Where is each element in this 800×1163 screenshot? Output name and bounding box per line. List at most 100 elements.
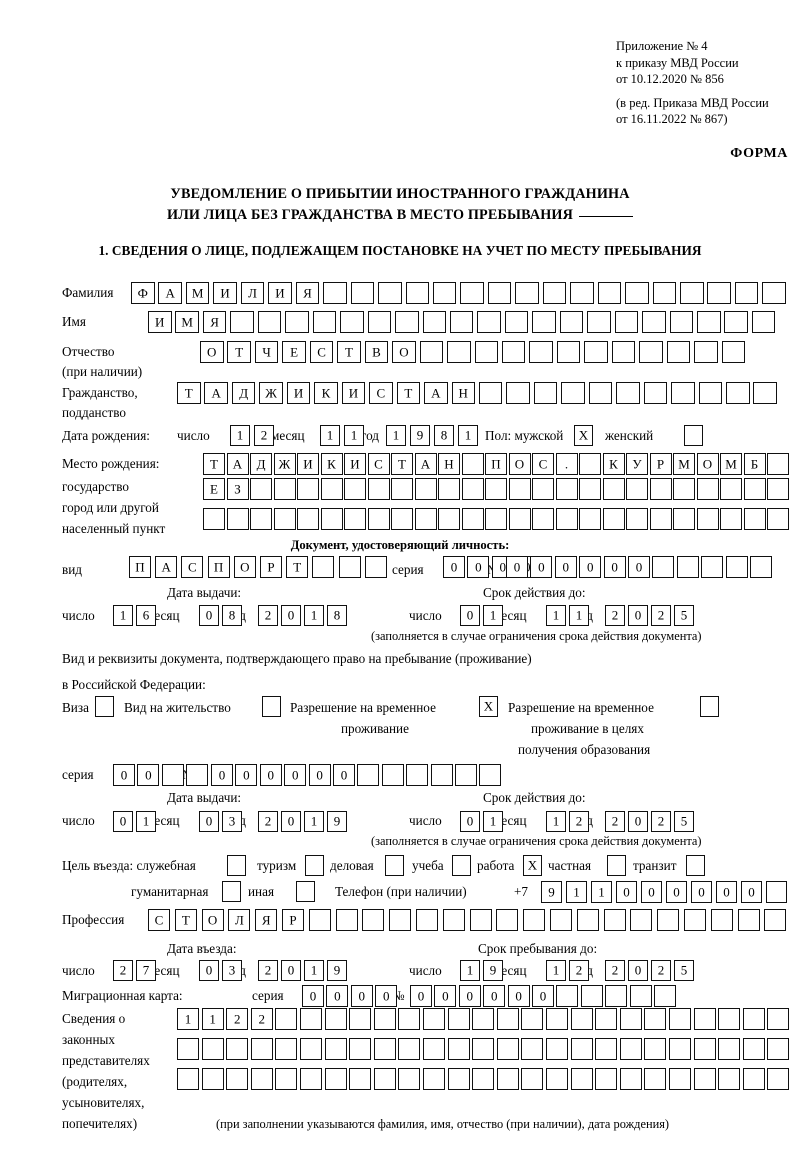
citizenship-field-cell-13[interactable] — [533, 382, 558, 404]
citizenship-field-cell-2[interactable]: Д — [231, 382, 256, 404]
birthplace-row-2-cell-20[interactable] — [673, 478, 695, 500]
permit-valid-day-field-cell-0[interactable]: 0 — [460, 811, 480, 832]
birthplace-row-3-cell-7[interactable] — [367, 508, 390, 530]
permit-issue-year-field-cell-2[interactable]: 1 — [304, 811, 324, 832]
firstname-field-cell-10[interactable] — [422, 311, 446, 333]
profession-field-cell-23[interactable] — [764, 909, 787, 931]
legal-rep-row-2-cell-15[interactable] — [546, 1038, 568, 1060]
permit-series-field-cell-0[interactable]: 0 — [113, 764, 135, 786]
doc-kind-field-cell-1[interactable]: А — [155, 556, 178, 578]
purpose-business-checkbox[interactable] — [385, 855, 404, 876]
birthplace-row-2-cell-18[interactable] — [626, 478, 648, 500]
firstname-field-cell-20[interactable] — [697, 311, 721, 333]
patronymic-field-cell-7[interactable]: О — [392, 341, 416, 363]
surname-field-cell-7[interactable] — [323, 282, 347, 304]
legal-rep-row-1-cell-0[interactable]: 1 — [177, 1008, 199, 1030]
birthplace-row-1-cell-1[interactable]: А — [226, 453, 249, 475]
birthplace-row-1-cell-7[interactable]: С — [367, 453, 390, 475]
birthplace-row-3-cell-1[interactable] — [226, 508, 249, 530]
citizenship-field-cell-4[interactable]: И — [286, 382, 311, 404]
profession-field-cell-9[interactable] — [389, 909, 412, 931]
doc-number-field-cell-4[interactable]: 0 — [603, 556, 626, 578]
entry-day-field-cell-1[interactable]: 7 — [136, 960, 156, 981]
legal-rep-row-1-cell-19[interactable] — [644, 1008, 667, 1030]
citizenship-field-cell-18[interactable] — [671, 382, 695, 404]
profession-field-cell-1[interactable]: Т — [174, 909, 197, 931]
legal-rep-row-1-cell-2[interactable]: 2 — [226, 1008, 249, 1030]
permit-number-field-cell-8[interactable] — [406, 764, 429, 786]
citizenship-field-cell-12[interactable] — [506, 382, 530, 404]
surname-field-cell-13[interactable] — [487, 282, 512, 304]
phone-field-cell-0[interactable]: 9 — [541, 881, 562, 903]
legal-rep-row-1-cell-12[interactable] — [472, 1008, 495, 1030]
legal-rep-row-3-cell-11[interactable] — [447, 1068, 470, 1090]
purpose-humanitarian-checkbox[interactable] — [222, 881, 241, 902]
birthplace-row-2-cell-0[interactable]: Е — [203, 478, 225, 500]
citizenship-field-cell-9[interactable]: А — [424, 382, 448, 404]
profession-field-cell-20[interactable] — [684, 909, 706, 931]
legal-rep-row-1-cell-18[interactable] — [619, 1008, 642, 1030]
legal-rep-row-3-cell-5[interactable] — [300, 1068, 322, 1090]
migration-number-field-cell-7[interactable] — [580, 985, 603, 1007]
birthplace-row-2-cell-5[interactable] — [320, 478, 343, 500]
permit-series-field-cell-2[interactable] — [161, 764, 184, 786]
profession-field-cell-14[interactable] — [523, 909, 546, 931]
birthplace-row-2-cell-6[interactable] — [344, 478, 366, 500]
legal-rep-row-1-cell-11[interactable] — [447, 1008, 470, 1030]
migration-number-field-cell-10[interactable] — [654, 985, 676, 1007]
doc-number-field-cell-5[interactable]: 0 — [628, 556, 650, 578]
birthplace-row-2-cell-21[interactable] — [696, 478, 719, 500]
profession-field-cell-12[interactable] — [469, 909, 492, 931]
birthplace-row-3-cell-11[interactable] — [461, 508, 484, 530]
phone-field-cell-4[interactable]: 0 — [641, 881, 662, 903]
doc-valid-month-field-cell-0[interactable]: 1 — [546, 605, 566, 626]
profession-field-cell-2[interactable]: О — [201, 909, 224, 931]
legal-rep-row-3-cell-17[interactable] — [595, 1068, 618, 1090]
birthplace-row-3-cell-16[interactable] — [579, 508, 601, 530]
citizenship-field-cell-16[interactable] — [616, 382, 640, 404]
permit-issue-year-field-cell-1[interactable]: 0 — [281, 811, 301, 832]
permit-valid-year-field-cell-3[interactable]: 5 — [674, 811, 694, 832]
birthdate-month-field-cell-0[interactable]: 1 — [320, 425, 340, 446]
citizenship-field-cell-1[interactable]: А — [204, 382, 228, 404]
firstname-field-cell-8[interactable] — [367, 311, 392, 333]
surname-field-cell-6[interactable]: Я — [295, 282, 320, 304]
legal-rep-row-3-cell-19[interactable] — [644, 1068, 667, 1090]
doc-valid-day-field-cell-0[interactable]: 0 — [460, 605, 480, 626]
legal-rep-row-2-cell-22[interactable] — [718, 1038, 741, 1060]
doc-number-field-cell-2[interactable]: 0 — [554, 556, 577, 578]
legal-rep-row-1-cell-15[interactable] — [546, 1008, 568, 1030]
migration-series-field-cell-2[interactable]: 0 — [350, 985, 373, 1007]
doc-valid-year-field-cell-0[interactable]: 2 — [605, 605, 625, 626]
visa-checkbox[interactable] — [95, 696, 114, 717]
legal-rep-row-1-cell-14[interactable] — [521, 1008, 544, 1030]
permit-valid-year-field-cell-2[interactable]: 2 — [651, 811, 671, 832]
citizenship-field-cell-5[interactable]: К — [314, 382, 338, 404]
birthplace-row-1-cell-21[interactable]: О — [696, 453, 719, 475]
phone-field-cell-6[interactable]: 0 — [691, 881, 712, 903]
legal-rep-row-1-cell-4[interactable] — [275, 1008, 298, 1030]
birthplace-row-1-cell-19[interactable]: Р — [649, 453, 672, 475]
migration-number-field-cell-8[interactable] — [605, 985, 628, 1007]
surname-field-cell-2[interactable]: М — [185, 282, 210, 304]
temp-residence-education-checkbox[interactable] — [700, 696, 719, 717]
patronymic-field-cell-1[interactable]: Т — [227, 341, 251, 363]
doc-number-field-cell-1[interactable]: 0 — [530, 556, 553, 578]
citizenship-field-cell-3[interactable]: Ж — [259, 382, 283, 404]
doc-kind-field-cell-9[interactable] — [364, 556, 387, 578]
patronymic-field-cell-9[interactable] — [447, 341, 471, 363]
doc-issue-year-field-cell-3[interactable]: 8 — [327, 605, 347, 626]
firstname-field-cell-5[interactable] — [285, 311, 309, 333]
permit-number-field-cell-10[interactable] — [455, 764, 477, 786]
legal-rep-row-1-cell-10[interactable] — [423, 1008, 445, 1030]
birthplace-row-1-cell-5[interactable]: К — [320, 453, 343, 475]
birthplace-row-1-cell-8[interactable]: Т — [391, 453, 413, 475]
permit-valid-year-field-cell-1[interactable]: 0 — [628, 811, 648, 832]
phone-field-cell-8[interactable]: 0 — [741, 881, 762, 903]
entry-month-field-cell-1[interactable]: 3 — [222, 960, 242, 981]
legal-rep-row-3-cell-12[interactable] — [472, 1068, 495, 1090]
doc-kind-field-cell-5[interactable]: Р — [260, 556, 282, 578]
legal-rep-row-1-cell-20[interactable] — [669, 1008, 691, 1030]
permit-valid-day-field-cell-1[interactable]: 1 — [483, 811, 503, 832]
doc-issue-month-field-cell-1[interactable]: 8 — [222, 605, 242, 626]
